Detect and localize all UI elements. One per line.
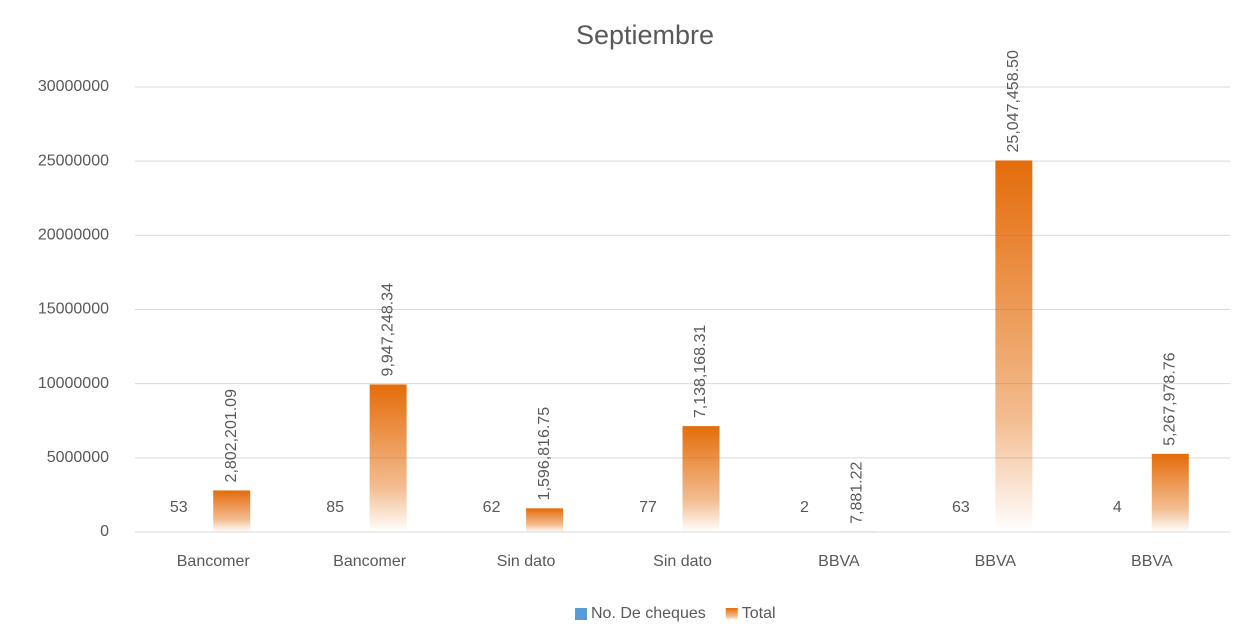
data-label: 25,047,458.50 xyxy=(1005,50,1022,152)
y-tick-label: 25000000 xyxy=(38,152,109,169)
y-tick-label: 20000000 xyxy=(38,227,109,244)
bar xyxy=(682,426,720,532)
y-tick-label: 0 xyxy=(100,523,109,540)
legend-label: No. De cheques xyxy=(591,605,706,622)
legend-label: Total xyxy=(742,605,776,622)
y-tick-label: 30000000 xyxy=(38,78,109,95)
bar xyxy=(369,384,407,532)
data-label: 62 xyxy=(483,499,501,516)
data-label: 77 xyxy=(639,499,657,516)
y-tick-label: 5000000 xyxy=(47,449,109,466)
x-tick-label: Sin dato xyxy=(653,553,712,570)
data-label: 2 xyxy=(800,499,809,516)
bar xyxy=(1151,453,1189,532)
data-label: 5,267,978.76 xyxy=(1162,352,1179,446)
bar xyxy=(213,490,251,532)
data-label: 53 xyxy=(170,499,188,516)
x-tick-label: Bancomer xyxy=(177,553,251,570)
legend-swatch xyxy=(575,608,587,620)
chart-title: Septiembre xyxy=(576,20,714,50)
x-tick-label: Sin dato xyxy=(497,553,556,570)
data-label: 7,138,168.31 xyxy=(692,325,709,419)
bar xyxy=(526,508,564,532)
y-tick-label: 15000000 xyxy=(38,301,109,318)
data-label: 63 xyxy=(952,499,970,516)
bar xyxy=(995,160,1033,532)
x-tick-label: BBVA xyxy=(975,553,1017,570)
y-tick-label: 10000000 xyxy=(38,375,109,392)
x-tick-label: BBVA xyxy=(1131,553,1173,570)
data-label: 4 xyxy=(1113,499,1122,516)
data-label: 1,596,816.75 xyxy=(536,407,553,501)
x-tick-label: BBVA xyxy=(818,553,860,570)
data-label: 85 xyxy=(326,499,344,516)
data-label: 2,802,201.09 xyxy=(223,389,240,483)
x-tick-label: Bancomer xyxy=(333,553,407,570)
legend-swatch xyxy=(725,608,738,620)
data-label: 7,881.22 xyxy=(849,462,866,524)
data-label: 9,947,248.34 xyxy=(379,283,396,377)
